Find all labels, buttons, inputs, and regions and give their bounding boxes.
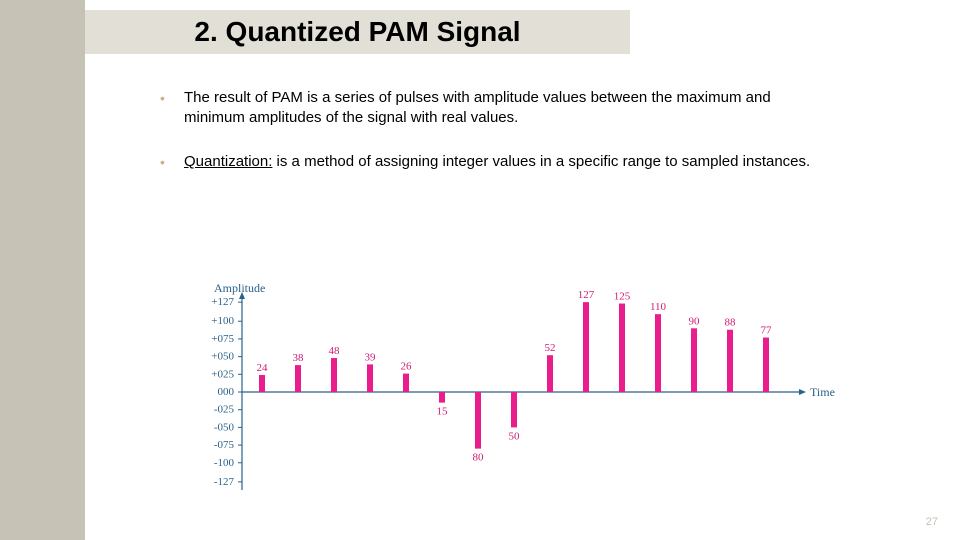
svg-text:Amplitude: Amplitude <box>214 281 265 295</box>
svg-text:000: 000 <box>218 386 235 398</box>
bullet-marker: • <box>160 88 184 128</box>
quantization-def: is a method of assigning integer values … <box>272 153 810 170</box>
svg-text:52: 52 <box>545 342 556 354</box>
title-bar: 2. Quantized PAM Signal <box>85 10 630 54</box>
svg-text:+075: +075 <box>211 333 234 345</box>
bullet-marker: • <box>160 152 184 172</box>
content-area: • The result of PAM is a series of pulse… <box>160 88 820 196</box>
svg-text:90: 90 <box>689 315 701 327</box>
svg-text:39: 39 <box>365 351 377 363</box>
bullet-item: • Quantization: is a method of assigning… <box>160 152 820 172</box>
bullet-text: The result of PAM is a series of pulses … <box>184 88 820 128</box>
svg-text:24: 24 <box>257 362 269 374</box>
svg-text:+025: +025 <box>211 368 234 380</box>
svg-text:Time: Time <box>810 385 835 399</box>
svg-text:-025: -025 <box>214 404 235 416</box>
bullet-item: • The result of PAM is a series of pulse… <box>160 88 820 128</box>
svg-text:125: 125 <box>614 291 631 303</box>
amplitude-chart: Amplitude+127 +100 +075 +050 +025 000 -025 -050… <box>180 280 840 510</box>
chart-svg: Amplitude+127 +100 +075 +050 +025 000 -025 -050… <box>180 280 840 510</box>
svg-text:15: 15 <box>437 406 449 418</box>
svg-text:+127: +127 <box>211 296 234 308</box>
svg-text:-050: -050 <box>214 421 235 433</box>
svg-text:26: 26 <box>401 361 413 373</box>
svg-text:50: 50 <box>509 430 521 442</box>
svg-text:127: 127 <box>578 289 595 301</box>
svg-text:+100: +100 <box>211 315 234 327</box>
svg-text:77: 77 <box>761 325 773 337</box>
svg-text:38: 38 <box>293 352 305 364</box>
svg-text:80: 80 <box>473 452 485 464</box>
left-sidebar <box>0 0 85 540</box>
svg-text:-127: -127 <box>214 476 235 488</box>
svg-text:48: 48 <box>329 345 341 357</box>
svg-text:-075: -075 <box>214 439 235 451</box>
svg-text:+050: +050 <box>211 351 234 363</box>
quantization-term: Quantization: <box>184 153 272 170</box>
svg-text:110: 110 <box>650 301 667 313</box>
page-title: 2. Quantized PAM Signal <box>194 16 520 48</box>
page-number: 27 <box>926 516 938 528</box>
svg-text:-100: -100 <box>214 457 235 469</box>
svg-text:88: 88 <box>725 317 737 329</box>
bullet-text: Quantization: is a method of assigning i… <box>184 152 820 172</box>
